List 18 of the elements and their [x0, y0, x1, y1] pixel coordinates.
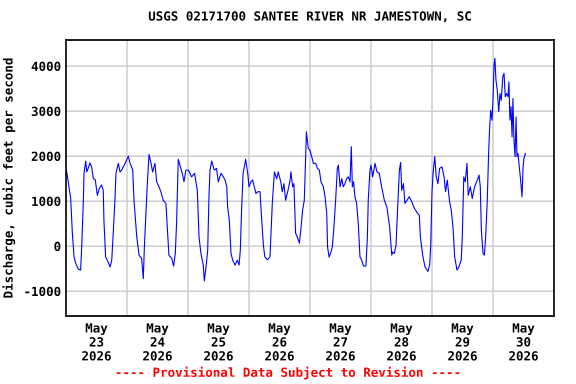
x-tick-label: May 27 2026: [326, 323, 355, 361]
y-tick-label: 4000: [32, 62, 60, 72]
x-tick-label: May 24 2026: [143, 323, 172, 361]
y-tick-label: 3000: [32, 106, 60, 116]
x-tick-label: May 25 2026: [204, 323, 233, 361]
chart-title: USGS 02171700 SANTEE RIVER NR JAMESTOWN, SC: [148, 11, 471, 22]
y-tick-label: 2000: [32, 152, 60, 162]
text: ---- Provisional Data Subject to Revision ----: [116, 366, 460, 380]
x-tick-label: May 28 2026: [387, 323, 416, 361]
line-series: [66, 58, 526, 282]
y-axis-title: Discharge, cubic feet per second: [2, 58, 16, 298]
y-tick-label: 1000: [32, 196, 60, 206]
y-tick-label: -1000: [25, 286, 60, 296]
x-tick-label: May 26 2026: [265, 323, 294, 361]
x-tick-label: May 23 2026: [82, 323, 111, 361]
x-tick-label: May 30 2026: [509, 323, 538, 361]
x-tick-label: May 29 2026: [448, 323, 477, 361]
y-tick-label: 0: [54, 242, 60, 252]
